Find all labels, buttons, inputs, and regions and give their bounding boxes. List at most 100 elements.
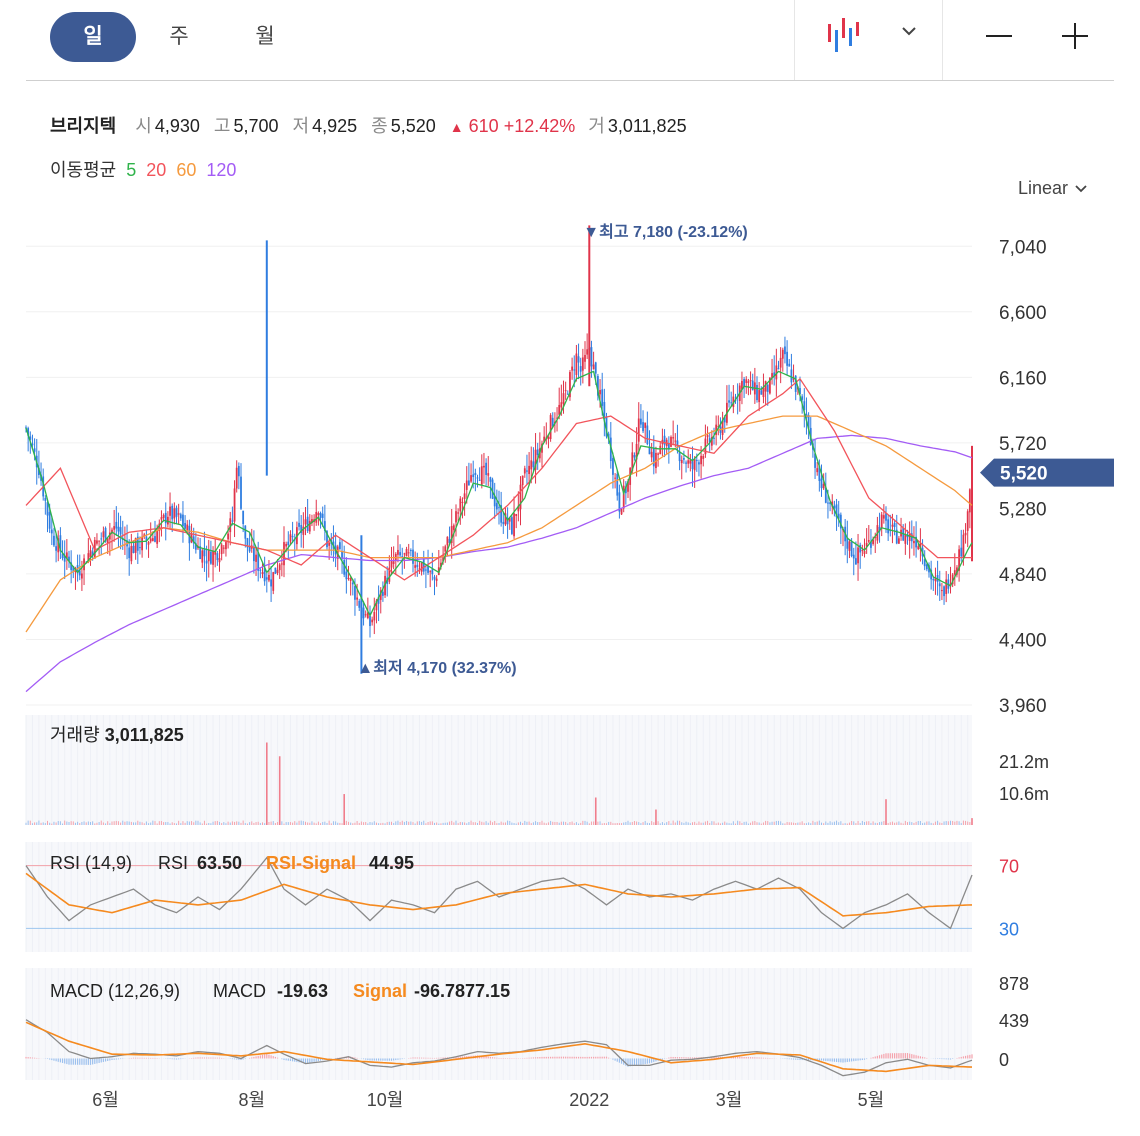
scale-mode-label: Linear — [1018, 178, 1069, 198]
candle-body — [966, 511, 969, 531]
candle-body — [590, 347, 593, 367]
chevron-down-icon[interactable] — [898, 20, 920, 42]
candle-body — [925, 564, 928, 570]
candle-body — [534, 449, 537, 470]
candle-body — [489, 477, 492, 482]
candle-body — [872, 539, 874, 544]
candle-body — [480, 466, 483, 485]
plus-icon[interactable] — [1060, 22, 1090, 52]
candle-body — [194, 543, 197, 550]
rsi-axis-tick: 30 — [999, 919, 1019, 939]
candle-body — [850, 542, 853, 557]
candle-body — [691, 461, 694, 470]
candle-body — [788, 363, 791, 367]
candle-body — [237, 466, 240, 477]
candle-body — [229, 518, 232, 533]
volume-panel-bg — [26, 715, 972, 825]
candle-body — [650, 451, 653, 458]
open-value: 4,930 — [154, 116, 200, 136]
macd-value: -19.63 — [277, 981, 328, 1001]
candle-body — [225, 542, 227, 550]
price-axis-tick: 6,600 — [999, 303, 1047, 324]
candle-body — [270, 579, 272, 587]
rsi-line — [25, 856, 973, 930]
candle-body — [289, 534, 292, 542]
candlestick-icon[interactable] — [824, 16, 866, 56]
candle-body — [710, 436, 713, 446]
candle-body — [530, 460, 533, 470]
candle-body — [141, 536, 143, 551]
candle-body — [859, 544, 862, 553]
candle-body — [345, 571, 348, 580]
candle-body — [599, 390, 601, 395]
candle-body — [246, 538, 249, 548]
candle-body — [713, 437, 715, 439]
candle-body — [280, 563, 283, 565]
candle-body — [605, 417, 608, 437]
candle-body — [852, 554, 855, 559]
low-annotation: ▲최저 4,170 (32.37%) — [357, 658, 516, 677]
candle-body — [373, 611, 376, 621]
candle-body — [640, 418, 642, 425]
candle-body — [779, 357, 782, 368]
candle-body — [435, 578, 438, 581]
candle-body — [474, 472, 477, 476]
candle-body — [233, 488, 236, 522]
candle-body — [317, 513, 320, 516]
candle-body — [566, 393, 569, 395]
candle-body — [562, 393, 565, 404]
candle-body — [235, 467, 238, 489]
candle-body — [814, 453, 816, 468]
candle-body — [319, 513, 322, 518]
candle-body — [308, 520, 311, 532]
rsi-axis-tick: 70 — [999, 857, 1019, 877]
candle-body — [642, 422, 644, 432]
x-axis-tick: 2022 — [569, 1090, 609, 1110]
candle-body — [326, 531, 328, 548]
ma60-line — [25, 415, 973, 633]
candle-body — [354, 586, 356, 600]
volume-axis-tick: 21.2m — [999, 752, 1049, 772]
candle-body — [476, 477, 479, 479]
period-tab-month[interactable]: 월 — [255, 25, 275, 48]
period-tab-week[interactable]: 주 — [169, 25, 189, 48]
candle-body — [547, 437, 550, 439]
candle-body — [416, 564, 419, 568]
candle-body — [919, 543, 922, 550]
candle-body — [287, 541, 290, 546]
candle-body — [358, 600, 361, 608]
candle-body — [730, 402, 733, 404]
candle-body — [409, 550, 412, 552]
candle-body — [216, 553, 219, 561]
candle-body — [769, 377, 771, 394]
minus-icon[interactable] — [984, 22, 1014, 52]
candle-body — [57, 538, 60, 553]
candle-body — [874, 536, 877, 538]
candle-body — [882, 515, 885, 519]
candle-body — [156, 530, 159, 544]
candle-body — [839, 514, 842, 529]
candle-body — [341, 551, 343, 558]
candle-body — [119, 527, 122, 535]
period-tab-day[interactable]: 일 — [50, 12, 136, 62]
candle-body — [695, 460, 698, 462]
candle-body — [941, 590, 943, 592]
candle-body — [242, 510, 245, 525]
candle-body — [175, 507, 178, 517]
price-axis-tick: 3,960 — [999, 696, 1047, 717]
scale-mode-dropdown[interactable]: Linear — [1018, 178, 1089, 199]
candle-body — [633, 455, 636, 458]
candle-body — [362, 607, 365, 619]
candle-body — [108, 532, 111, 540]
candle-body — [100, 538, 103, 540]
candle-body — [837, 513, 840, 519]
candle-body — [581, 357, 584, 371]
candle-body — [870, 541, 872, 548]
candle-body — [207, 550, 210, 562]
candle-body — [790, 369, 793, 383]
candle-body — [508, 518, 511, 522]
candle-body — [906, 535, 909, 538]
candle-body — [98, 540, 100, 542]
candle-body — [169, 506, 171, 516]
